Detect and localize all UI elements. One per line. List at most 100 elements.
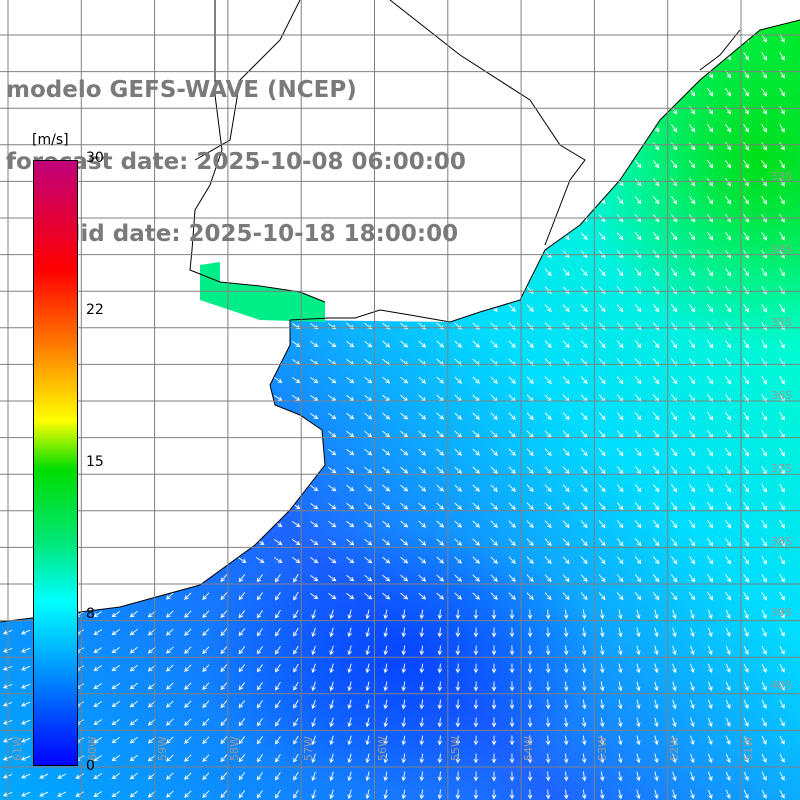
wind-arrow [725,556,732,565]
wind-arrow [689,268,696,277]
wind-arrow [526,340,534,348]
wind-arrow [346,286,355,294]
wind-arrow [652,268,660,277]
wind-arrow [329,681,334,692]
wind-arrow [654,663,659,674]
lon-label: 54W [521,736,535,761]
wind-arrow [21,395,32,401]
wind-arrow [401,753,407,764]
wind-arrow [111,20,121,23]
wind-arrow [490,466,498,474]
wind-arrow [779,159,785,169]
wind-arrow [761,609,767,619]
wind-arrow [183,341,193,347]
wind-arrow [401,735,407,746]
wind-arrow [328,268,337,276]
wind-arrow [761,771,767,781]
wind-arrow [563,753,569,764]
wind-arrow [129,754,138,762]
wind-arrow [328,340,337,348]
wind-arrow [454,286,462,294]
wind-arrow [436,286,445,294]
wind-arrow [201,503,211,509]
wind-arrow [184,718,192,726]
wind-arrow [184,790,192,798]
wind-arrow [255,20,265,23]
wind-arrow [634,178,642,187]
wind-arrow [418,340,427,348]
wind-arrow [670,268,678,277]
wind-arrow [508,196,516,204]
wind-arrow [509,717,515,728]
wind-arrow [616,556,624,565]
forecast-date: forecast date: 2025-10-08 06:00:00 [6,149,466,175]
lon-label: 57W [301,736,315,761]
wind-arrow [436,592,445,600]
wind-arrow [129,467,139,473]
wind-arrow [183,449,193,455]
wind-arrow [473,753,479,764]
wind-arrow [491,789,497,800]
wind-arrow [455,663,461,674]
wind-arrow [743,699,749,709]
wind-arrow [508,250,516,258]
wind-arrow [580,88,588,97]
wind-arrow [418,592,427,600]
wind-arrow [562,52,570,61]
wind-arrow [562,412,570,421]
wind-arrow [21,485,32,491]
wind-arrow [382,286,391,294]
wind-arrow [761,573,767,583]
wind-arrow [436,556,445,564]
wind-arrow [599,627,605,638]
wind-arrow [219,503,229,509]
wind-arrow [165,431,175,437]
wind-arrow [743,663,749,673]
wind-arrow [93,737,103,743]
wind-arrow [129,503,139,509]
wind-arrow [707,753,713,764]
wind-arrow [707,484,714,493]
wind-arrow [454,556,462,564]
wind-arrow [670,52,678,61]
wind-arrow [129,449,139,455]
wind-arrow [400,20,409,24]
wind-arrow [256,646,263,655]
lon-label: 52W [667,736,681,761]
wind-arrow [21,701,31,707]
wind-arrow [779,339,785,349]
wind-arrow [599,663,605,674]
wind-arrow [346,556,355,564]
wind-arrow [779,555,785,565]
wind-arrow [293,645,299,655]
wind-arrow [779,663,785,673]
wind-arrow [256,754,263,763]
wind-arrow [616,574,624,583]
wind-arrow [111,701,120,708]
wind-arrow [256,592,263,601]
wind-arrow [580,34,588,43]
wind-arrow [490,412,498,420]
wind-arrow [761,87,767,97]
wind-arrow [401,717,407,728]
wind-arrow [563,789,569,800]
wind-arrow [165,413,175,419]
wind-arrow [743,267,749,277]
wind-arrow [743,231,749,241]
wind-arrow [689,106,696,115]
wind-arrow [310,269,319,276]
wind-arrow [57,791,67,797]
wind-arrow [761,123,767,133]
wind-arrow [636,609,641,620]
wind-arrow [220,610,228,619]
wind-arrow [545,663,551,674]
lat-label: 38S [771,535,792,548]
wind-arrow [472,412,480,420]
wind-arrow [293,591,299,601]
wind-arrow [616,232,624,241]
wind-arrow [616,20,624,25]
wind-arrow [382,466,391,474]
wind-arrow [454,304,462,312]
wind-arrow [490,502,498,510]
wind-arrow [418,448,427,456]
